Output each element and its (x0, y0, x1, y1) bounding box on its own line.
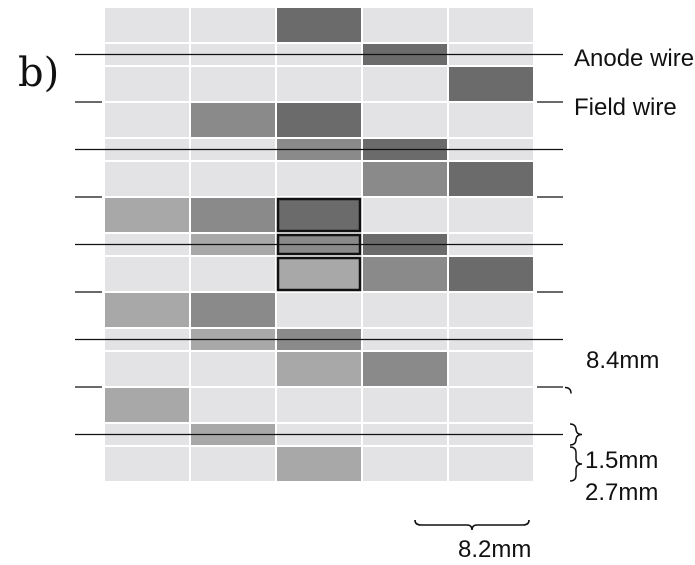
cell (449, 293, 533, 327)
cell (277, 388, 361, 422)
hit-cell (191, 198, 275, 232)
hit-cell (363, 352, 447, 386)
cell (191, 352, 275, 386)
cell (363, 447, 447, 481)
cell (449, 8, 533, 42)
hit-cell (277, 447, 361, 481)
cell (191, 257, 275, 291)
thick-row-height-label: 2.7mm (585, 479, 658, 506)
hit-cell (105, 388, 189, 422)
cell (277, 162, 361, 196)
hit-cell (449, 162, 533, 196)
hit-cell (191, 103, 275, 137)
anode-wire-label: Anode wire (574, 45, 694, 72)
thick-row-brace (569, 446, 583, 482)
hit-cell (277, 352, 361, 386)
hit-cell (191, 293, 275, 327)
cell (277, 67, 361, 101)
cell (449, 103, 533, 137)
cell (105, 103, 189, 137)
highlighted-cell (276, 197, 362, 233)
cell (449, 352, 533, 386)
cell (191, 67, 275, 101)
cell (191, 388, 275, 422)
hit-cell (277, 257, 361, 291)
panel-label: b) (18, 50, 59, 96)
cell (363, 8, 447, 42)
cell (363, 388, 447, 422)
cell-grid (105, 8, 533, 481)
hit-cell (277, 198, 361, 232)
annotations: Anode wire Field wire 8.4mm 1.5mm 2.7mm … (414, 45, 694, 563)
cell (105, 352, 189, 386)
cell (363, 198, 447, 232)
thin-row-brace (569, 423, 583, 446)
cell (105, 8, 189, 42)
cell (277, 293, 361, 327)
cell (363, 103, 447, 137)
cell-height-brace (564, 386, 572, 394)
hit-cell (105, 198, 189, 232)
hit-cell (363, 257, 447, 291)
hit-cell (363, 162, 447, 196)
hit-cell (277, 8, 361, 42)
cell-height-label: 8.4mm (586, 347, 659, 374)
hit-cell (449, 67, 533, 101)
cell (449, 388, 533, 422)
field-wire-label: Field wire (574, 94, 677, 121)
cell (191, 447, 275, 481)
cell-width-label: 8.2mm (458, 536, 531, 563)
wire-lines (75, 53, 563, 436)
cell (363, 67, 447, 101)
thin-row-height-label: 1.5mm (585, 447, 658, 474)
highlighted-cell (276, 256, 362, 292)
cell (363, 293, 447, 327)
cell (449, 198, 533, 232)
cell (105, 447, 189, 481)
cell (449, 447, 533, 481)
hit-cell (105, 293, 189, 327)
cell (105, 162, 189, 196)
cell (105, 67, 189, 101)
hit-cell (277, 103, 361, 137)
cell (105, 257, 189, 291)
cell (191, 162, 275, 196)
cell (191, 8, 275, 42)
hit-cell (449, 257, 533, 291)
cell-width-brace (414, 519, 530, 531)
